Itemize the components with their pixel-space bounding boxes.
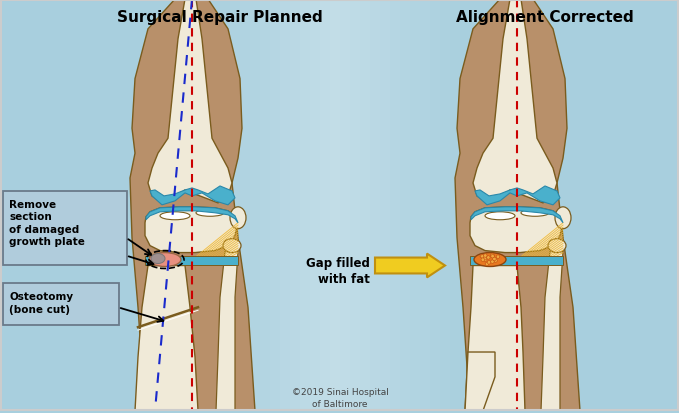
Ellipse shape xyxy=(496,255,500,259)
Ellipse shape xyxy=(490,254,494,257)
Bar xyxy=(240,0,250,411)
Ellipse shape xyxy=(160,212,190,220)
Bar xyxy=(200,0,210,411)
Bar xyxy=(210,0,220,411)
Bar xyxy=(330,0,340,411)
Ellipse shape xyxy=(555,207,571,229)
Polygon shape xyxy=(145,207,238,253)
Bar xyxy=(450,0,460,411)
Polygon shape xyxy=(465,352,495,411)
FancyArrow shape xyxy=(375,254,445,278)
Polygon shape xyxy=(475,187,560,205)
Bar xyxy=(400,0,410,411)
Polygon shape xyxy=(471,207,563,223)
Polygon shape xyxy=(455,0,580,411)
Ellipse shape xyxy=(480,255,483,258)
Polygon shape xyxy=(470,207,563,253)
Polygon shape xyxy=(465,266,525,411)
Polygon shape xyxy=(473,0,557,203)
Bar xyxy=(270,0,280,411)
Ellipse shape xyxy=(494,259,497,263)
Polygon shape xyxy=(146,207,238,223)
Ellipse shape xyxy=(223,239,241,253)
Bar xyxy=(310,0,320,411)
Text: Osteotomy
(bone cut): Osteotomy (bone cut) xyxy=(9,292,73,314)
Bar xyxy=(410,0,420,411)
Ellipse shape xyxy=(483,257,487,260)
Text: ©2019 Sinai Hospital
of Baltimore: ©2019 Sinai Hospital of Baltimore xyxy=(291,387,388,408)
Bar xyxy=(430,0,440,411)
Ellipse shape xyxy=(483,259,487,262)
Ellipse shape xyxy=(491,254,494,258)
Bar xyxy=(360,0,370,411)
Polygon shape xyxy=(216,252,238,411)
Text: Gap filled
with fat: Gap filled with fat xyxy=(306,256,370,285)
Polygon shape xyxy=(135,266,198,411)
Ellipse shape xyxy=(491,260,494,264)
Ellipse shape xyxy=(481,258,485,262)
Ellipse shape xyxy=(151,254,165,264)
Ellipse shape xyxy=(488,261,491,264)
Bar xyxy=(320,0,330,411)
Text: Alignment Corrected: Alignment Corrected xyxy=(456,10,634,25)
FancyBboxPatch shape xyxy=(3,192,127,265)
Bar xyxy=(260,0,270,411)
Bar xyxy=(280,0,290,411)
Bar xyxy=(390,0,400,411)
Bar xyxy=(380,0,390,411)
Ellipse shape xyxy=(485,263,489,266)
Polygon shape xyxy=(541,252,563,411)
Ellipse shape xyxy=(493,258,496,261)
Ellipse shape xyxy=(481,255,484,259)
Ellipse shape xyxy=(487,256,490,259)
Polygon shape xyxy=(150,187,235,205)
Ellipse shape xyxy=(483,254,487,258)
Bar xyxy=(420,0,430,411)
Ellipse shape xyxy=(196,210,224,217)
Ellipse shape xyxy=(548,239,566,253)
Bar xyxy=(350,0,360,411)
Bar xyxy=(230,0,240,411)
Ellipse shape xyxy=(474,253,506,267)
Polygon shape xyxy=(148,0,232,203)
Bar xyxy=(370,0,380,411)
Bar xyxy=(290,0,300,411)
Bar xyxy=(300,0,310,411)
Bar xyxy=(250,0,260,411)
Ellipse shape xyxy=(491,255,494,259)
Bar xyxy=(440,0,450,411)
FancyBboxPatch shape xyxy=(3,284,119,325)
Ellipse shape xyxy=(230,207,246,229)
Ellipse shape xyxy=(521,210,549,217)
Text: Surgical Repair Planned: Surgical Repair Planned xyxy=(117,10,323,25)
Bar xyxy=(470,256,563,265)
Text: Remove
section
of damaged
growth plate: Remove section of damaged growth plate xyxy=(9,199,85,247)
Bar xyxy=(220,0,230,411)
Polygon shape xyxy=(130,0,255,411)
Bar xyxy=(340,0,350,411)
Ellipse shape xyxy=(485,212,515,220)
Ellipse shape xyxy=(149,253,181,267)
Bar xyxy=(145,256,238,265)
